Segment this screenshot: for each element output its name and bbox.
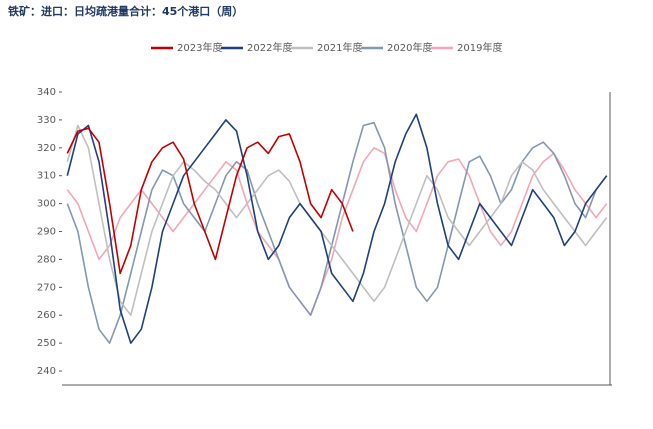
y-tick-label: 260 bbox=[37, 310, 56, 321]
y-tick-label: 320 bbox=[37, 143, 56, 154]
y-tick-label: 290 bbox=[37, 227, 56, 238]
chart-title: 铁矿：进口：日均疏港量合计：45个港口（周） bbox=[8, 4, 243, 18]
y-tick-label: 250 bbox=[37, 338, 56, 349]
legend-label: 2022年度 bbox=[247, 41, 292, 54]
legend-label: 2019年度 bbox=[457, 41, 502, 54]
y-tick-label: 240 bbox=[37, 366, 56, 377]
series-line bbox=[66, 147, 608, 316]
y-tick-label: 330 bbox=[37, 115, 56, 126]
series-line bbox=[66, 127, 354, 275]
legend-label: 2020年度 bbox=[387, 41, 432, 54]
y-tick-label: 270 bbox=[37, 282, 56, 293]
legend-label: 2023年度 bbox=[177, 41, 222, 54]
y-tick-label: 280 bbox=[37, 254, 56, 265]
y-tick-label: 300 bbox=[37, 199, 56, 210]
series-line bbox=[66, 113, 608, 344]
y-tick-label: 310 bbox=[37, 171, 56, 182]
y-tick-label: 340 bbox=[37, 87, 56, 98]
series-line bbox=[66, 121, 608, 344]
legend-label: 2021年度 bbox=[317, 41, 362, 54]
series-line bbox=[66, 124, 608, 316]
